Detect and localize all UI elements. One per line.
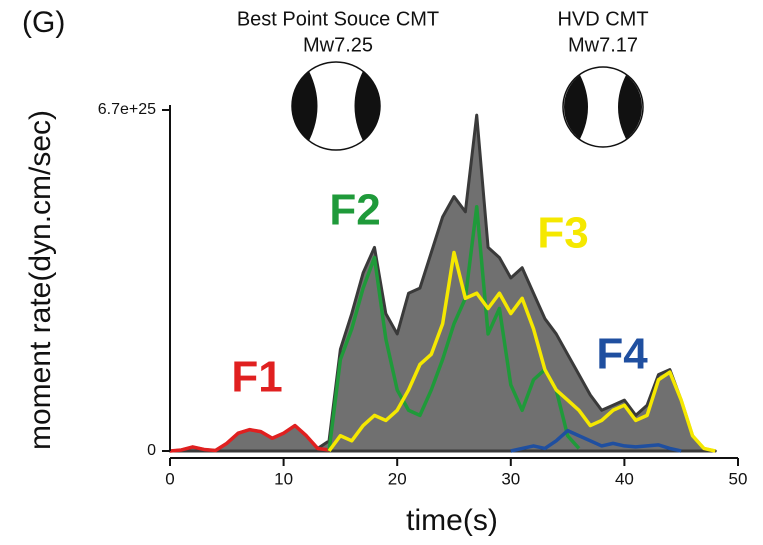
series-label: F2 <box>329 186 380 235</box>
x-tick-label: 0 <box>165 469 174 488</box>
y-axis-label: moment rate(dyn.cm/sec) <box>24 110 57 450</box>
x-tick-label: 30 <box>501 469 520 488</box>
series-line <box>169 423 330 453</box>
series-label: F1 <box>231 353 282 402</box>
series-line <box>327 250 716 453</box>
series-line <box>327 204 581 452</box>
y-tick-label: 0 <box>147 442 156 459</box>
beachball <box>562 66 644 148</box>
annotation: Mw7.25 <box>303 34 373 56</box>
x-axis-label: time(s) <box>406 504 498 537</box>
series-label: F3 <box>537 209 588 258</box>
series-label: F4 <box>596 330 648 379</box>
x-tick-label: 20 <box>388 469 407 488</box>
x-tick-label: 50 <box>729 469 748 488</box>
annotation: Best Point Souce CMT <box>237 8 439 30</box>
panel-label: (G) <box>22 6 65 39</box>
x-tick-label: 10 <box>274 469 293 488</box>
series-line <box>510 428 682 453</box>
y-tick-label: 6.7e+25 <box>98 101 156 118</box>
beachball <box>291 61 381 151</box>
annotation: HVD CMT <box>557 8 648 30</box>
annotation: Mw7.17 <box>568 34 638 56</box>
x-tick-label: 40 <box>615 469 634 488</box>
